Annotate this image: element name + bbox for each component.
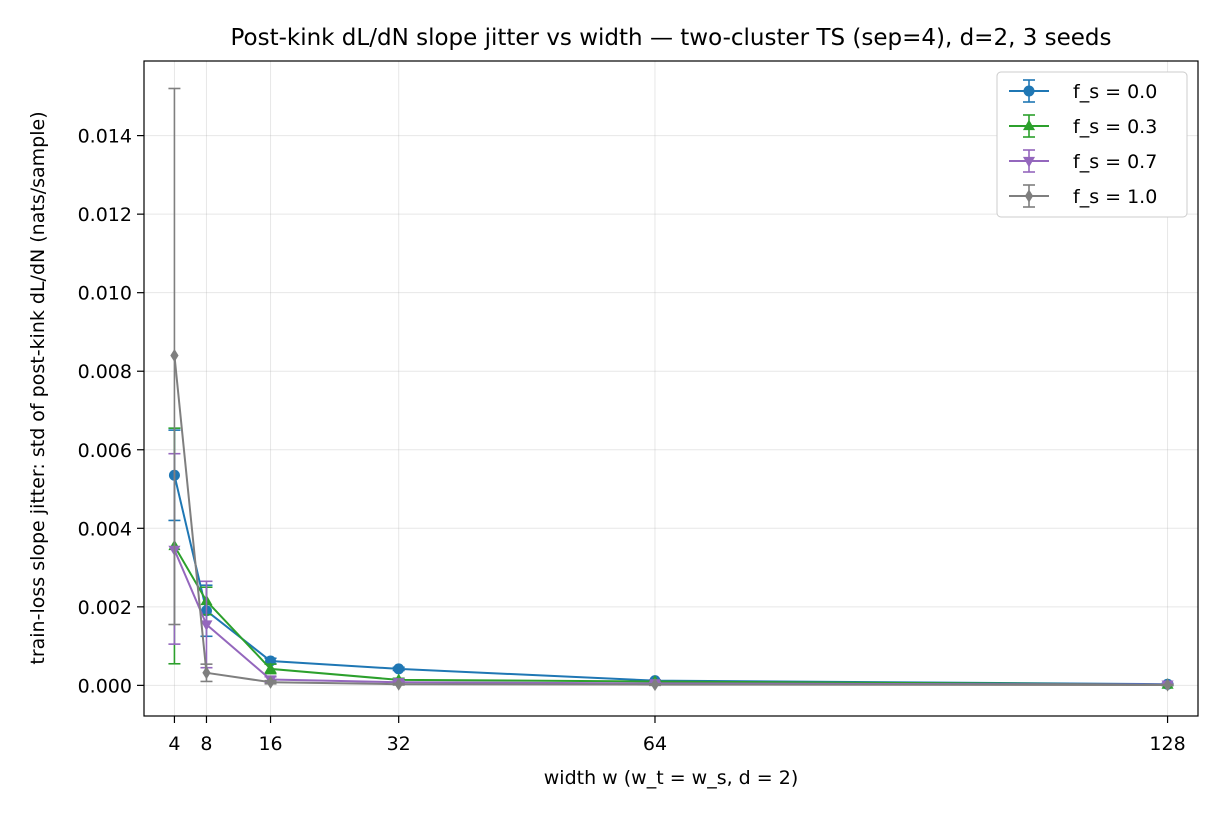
y-tick-label: 0.012 (78, 204, 132, 226)
legend-item: f_s = 1.0 (1009, 184, 1157, 208)
legend-marker (1022, 119, 1036, 131)
x-tick-label: 64 (643, 733, 667, 755)
plot-frame (143, 60, 1199, 717)
series-3 (168, 452, 1174, 691)
data-point (1163, 678, 1172, 692)
x-tick-label: 32 (387, 733, 411, 755)
data-point (394, 677, 403, 691)
x-tick-label: 128 (1149, 733, 1185, 755)
y-tick-label: 0.014 (78, 126, 132, 148)
legend-marker (1024, 189, 1034, 203)
legend-label: f_s = 0.0 (1073, 81, 1157, 103)
series-1 (168, 429, 1174, 690)
series-line (173, 475, 1168, 686)
y-tick-label: 0.004 (78, 518, 132, 540)
x-tick-label: 4 (168, 733, 180, 755)
y-tick-label: 0.000 (78, 675, 132, 697)
series-line (173, 355, 1168, 686)
legend-item: f_s = 0.7 (1009, 149, 1157, 173)
series-4 (168, 87, 1174, 692)
legend-marker (1023, 85, 1035, 97)
y-tick-label: 0.006 (78, 440, 132, 462)
legend-label: f_s = 0.3 (1073, 116, 1157, 138)
series-line (173, 545, 1168, 686)
legend-marker (1022, 156, 1036, 168)
data-point (650, 677, 660, 692)
data-point (202, 666, 211, 680)
data-point (170, 348, 179, 363)
legend-item: f_s = 0.0 (1009, 79, 1157, 103)
y-tick-label: 0.008 (78, 361, 132, 383)
y-tick-label: 0.002 (78, 597, 132, 619)
axes: 4 8 16 32 64 128 0.000 0.002 0.004 0.006 0.008 0.01… (78, 60, 1199, 755)
chart-title: Post-kink dL/dN slope jitter vs width — … (230, 25, 1111, 51)
x-axis-label: width w (w_t = w_s, d = 2) (544, 767, 798, 789)
y-tick-label: 0.010 (78, 283, 132, 305)
series-2 (168, 427, 1174, 689)
x-tick-label: 16 (258, 733, 282, 755)
data-point (200, 620, 213, 631)
plot-area (168, 87, 1174, 692)
legend-box (996, 71, 1188, 218)
data-point (266, 675, 275, 689)
data-point (264, 662, 277, 674)
legend-label: f_s = 1.0 (1073, 186, 1157, 208)
data-point (393, 663, 405, 675)
x-tick-label: 8 (200, 733, 212, 755)
legend-item: f_s = 0.3 (1009, 114, 1157, 138)
y-axis-label: train-loss slope jitter: std of post-kin… (27, 111, 49, 664)
legend: f_s = 0.0 f_s = 0.3 f_s = 0.7 f_s = 1.0 (996, 71, 1188, 218)
legend-label: f_s = 0.7 (1073, 151, 1157, 173)
